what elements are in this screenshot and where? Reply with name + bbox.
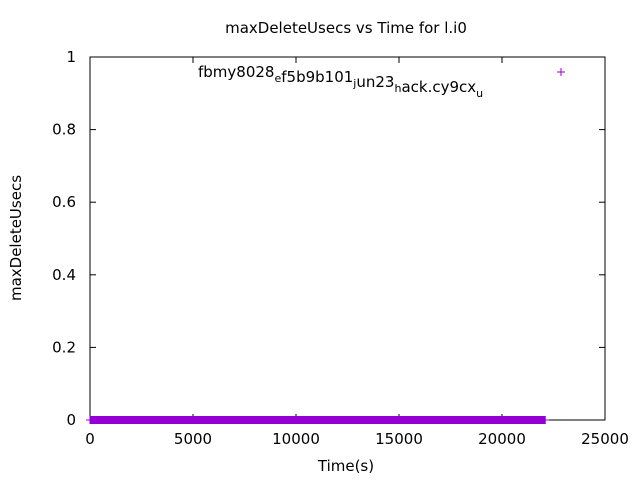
- legend-label: fbmy8028ef5b9b101jun23hack.cy9cxu: [198, 63, 483, 100]
- legend-text: ack.cy9cx: [401, 78, 476, 96]
- x-tick-label: 25000: [581, 430, 629, 448]
- y-tick-label: 0.4: [52, 266, 76, 284]
- y-tick-label: 0: [66, 411, 76, 429]
- y-tick-label: 0.6: [52, 193, 76, 211]
- y-tick-label: 0.8: [52, 121, 76, 139]
- x-tick-label: 15000: [375, 430, 423, 448]
- x-tick-label: 5000: [174, 430, 212, 448]
- y-axis-label: maxDeleteUsecs: [7, 175, 25, 301]
- x-tick-label: 0: [85, 430, 95, 448]
- legend-text: un23: [356, 73, 394, 91]
- data-point: [541, 416, 550, 424]
- legend-text: fbmy8028: [198, 63, 274, 81]
- legend-subscript: u: [476, 87, 483, 100]
- x-axis-label: Time(s): [317, 457, 374, 475]
- legend-subscript: j: [352, 77, 356, 90]
- plot-border: [89, 56, 606, 421]
- legend-subscript: h: [394, 82, 401, 95]
- legend: fbmy8028ef5b9b101jun23hack.cy9cxu: [198, 63, 565, 100]
- x-tick-label: 20000: [478, 430, 526, 448]
- plot-frame: [89, 56, 606, 421]
- chart-title: maxDeleteUsecs vs Time for l.i0: [225, 19, 467, 37]
- x-tick-label: 10000: [272, 430, 320, 448]
- y-tick-label: 0.2: [52, 338, 76, 356]
- legend-subscript: e: [274, 72, 281, 85]
- data-points: [86, 416, 550, 424]
- axis-ticks: 0 5000 10000 15000 20000 25000 0 0.2 0.4 0.6 0.8 1: [52, 48, 629, 448]
- y-tick-label: 1: [66, 48, 76, 66]
- legend-text: f5b9b101: [281, 68, 353, 86]
